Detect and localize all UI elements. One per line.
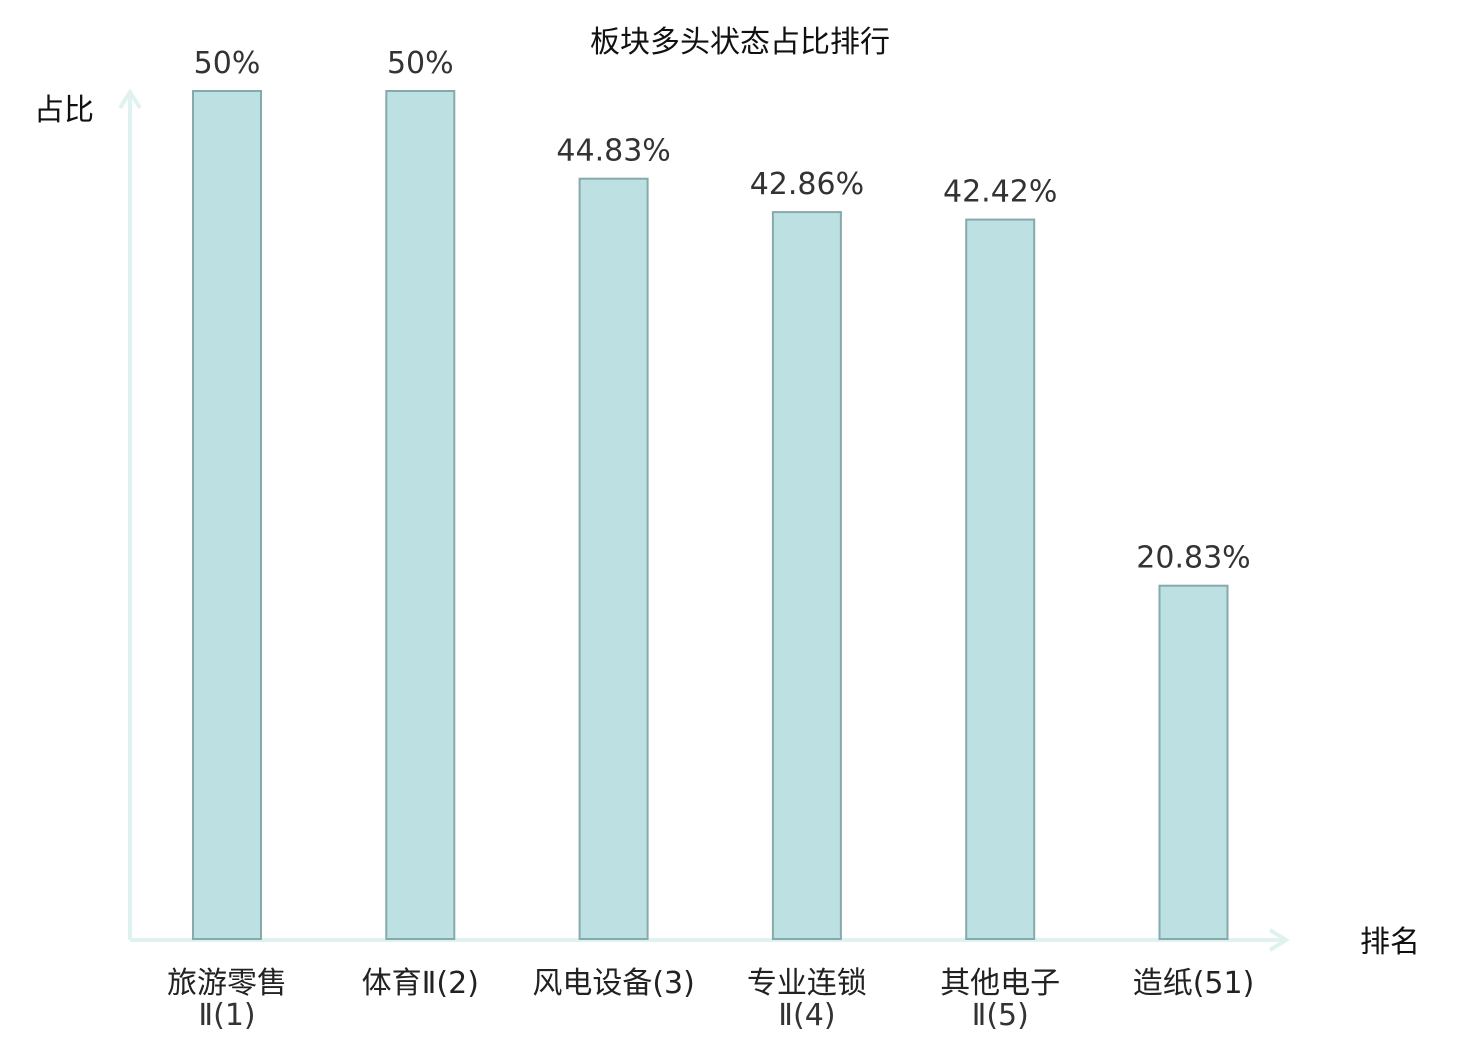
value-label-2: 50% (387, 46, 454, 81)
category-label-4: 专业连锁 (747, 966, 867, 1001)
value-labels: 50% 50% 44.83% 42.86% 42.42% 20.83% (194, 46, 1251, 576)
category-label-5: 其他电子 (940, 966, 1060, 1001)
bar-3 (578, 177, 649, 940)
category-sublabel-5: Ⅱ(5) (972, 998, 1029, 1033)
category-sublabel-1: Ⅱ(1) (198, 998, 255, 1033)
axes (118, 88, 1290, 952)
category-label-2: 体育Ⅱ(2) (362, 966, 479, 1001)
bar-2 (385, 90, 456, 940)
bars (192, 90, 1229, 941)
bar-5 (965, 218, 1036, 941)
value-label-6: 20.83% (1136, 541, 1250, 576)
bar-6 (1158, 584, 1229, 940)
category-label-6: 造纸(51) (1133, 966, 1255, 1001)
value-label-5: 42.42% (943, 175, 1057, 210)
value-label-1: 50% (194, 46, 261, 81)
bar-1 (192, 90, 262, 940)
y-axis-arrow (118, 88, 142, 110)
value-label-4: 42.86% (750, 167, 864, 202)
y-axis-label: 占比 (34, 93, 94, 128)
category-label-1: 旅游零售 (167, 966, 287, 1001)
value-label-3: 44.83% (556, 134, 670, 169)
x-axis-arrow (1268, 928, 1290, 952)
x-axis-label: 排名 (1360, 925, 1420, 960)
bar-4 (771, 211, 842, 941)
category-label-3: 风电设备(3) (532, 966, 695, 1001)
category-sublabel-4: Ⅱ(4) (778, 998, 835, 1033)
chart-title: 板块多头状态占比排行 (590, 25, 890, 60)
